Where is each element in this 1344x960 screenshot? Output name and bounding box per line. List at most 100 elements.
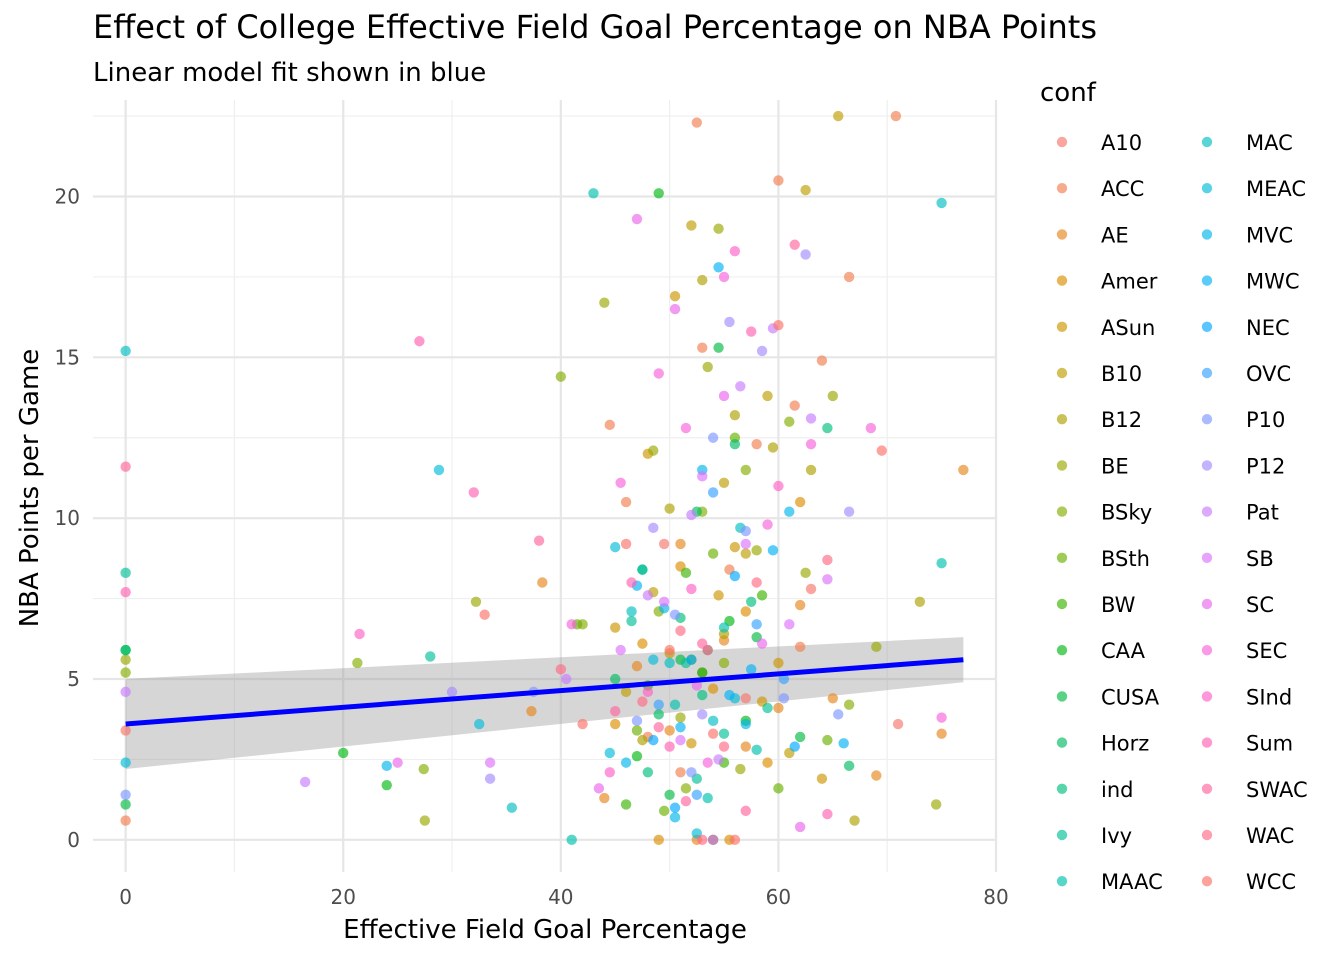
data-point [484, 773, 496, 784]
legend-label: MAC [1246, 131, 1293, 155]
legend-label: Amer [1101, 270, 1158, 294]
legend-key [1201, 506, 1213, 517]
legend-label: WAC [1246, 824, 1294, 848]
legend-key [1056, 829, 1068, 841]
data-point [849, 815, 860, 826]
legend-key [1201, 552, 1213, 563]
data-point [740, 464, 751, 476]
data-point [686, 509, 697, 521]
data-point [773, 702, 784, 714]
data-point [713, 262, 724, 273]
y-axis-title: NBA Points per Game [15, 349, 45, 628]
legend-label: ASun [1101, 316, 1155, 340]
legend-key [1056, 321, 1068, 332]
data-point [827, 693, 839, 704]
data-point [740, 693, 751, 704]
y-tick-label: 20 [55, 185, 80, 209]
legend-key [1201, 783, 1213, 794]
legend-label: MWC [1246, 270, 1300, 294]
data-point [418, 763, 429, 775]
data-point [479, 609, 490, 620]
legend-key [1201, 414, 1213, 425]
data-point [843, 699, 855, 710]
data-point [833, 110, 844, 122]
data-point [691, 789, 703, 800]
data-point [120, 725, 131, 736]
data-point [680, 422, 692, 434]
data-point [800, 184, 811, 196]
data-point [120, 461, 131, 472]
legend-key [1201, 645, 1213, 656]
data-point [876, 445, 887, 456]
data-point [120, 345, 131, 357]
legend-label: Sum [1246, 732, 1293, 756]
data-point [778, 693, 790, 704]
legend-key [1201, 460, 1213, 471]
data-point [680, 567, 692, 579]
data-point [751, 577, 762, 588]
data-point [914, 596, 926, 607]
data-point [702, 792, 713, 804]
data-point [740, 548, 751, 559]
data-point [669, 812, 681, 823]
data-point [537, 577, 548, 588]
data-point [637, 638, 648, 649]
legend-key [1201, 275, 1213, 286]
data-point [702, 757, 713, 768]
x-tick-label: 20 [331, 885, 356, 909]
data-point [724, 316, 735, 328]
data-point [805, 413, 817, 424]
data-point [664, 741, 675, 752]
data-point [648, 654, 659, 665]
legend-label: SInd [1246, 685, 1292, 709]
data-point [470, 596, 482, 607]
data-point [653, 188, 664, 199]
data-point [740, 538, 751, 550]
legend-label: SWAC [1246, 778, 1308, 802]
data-point [890, 110, 902, 122]
data-point [697, 667, 708, 678]
data-point [686, 654, 697, 665]
data-point [800, 567, 811, 579]
data-point [800, 249, 811, 260]
legend-key [1201, 183, 1213, 194]
data-point [838, 738, 849, 749]
data-point [610, 718, 621, 730]
data-point [566, 834, 577, 846]
legend-key [1056, 367, 1068, 379]
data-point [843, 271, 855, 283]
data-point [697, 709, 708, 720]
data-point [773, 783, 784, 794]
legend: conf A10 ACC AE Amer ASun B10 B12 BE BSky BSth BW C… [1040, 78, 1308, 894]
data-point [615, 477, 626, 488]
data-point [751, 545, 762, 556]
legend-key [1056, 460, 1068, 471]
data-point [299, 776, 311, 788]
data-point [658, 596, 670, 607]
data-point [697, 342, 708, 353]
data-point [610, 673, 621, 685]
legend-key [1056, 645, 1068, 656]
legend-label: SC [1246, 593, 1274, 617]
legend-key [1201, 136, 1213, 148]
legend-label: B10 [1101, 362, 1142, 386]
data-point [930, 799, 942, 810]
legend-key [1201, 229, 1213, 240]
data-point [120, 815, 131, 826]
legend-key [1056, 691, 1068, 702]
data-point [120, 757, 131, 768]
data-point [120, 686, 131, 698]
data-point [610, 622, 621, 633]
data-point [120, 644, 131, 656]
data-point [484, 757, 496, 768]
data-point [773, 319, 784, 331]
data-point [707, 487, 719, 498]
y-tick-label: 10 [55, 506, 80, 530]
data-point [626, 615, 637, 627]
data-point [120, 654, 131, 665]
data-point [631, 751, 643, 762]
legend-key [1056, 783, 1068, 794]
data-point [936, 197, 947, 209]
data-point [664, 657, 675, 669]
data-point [691, 117, 703, 128]
